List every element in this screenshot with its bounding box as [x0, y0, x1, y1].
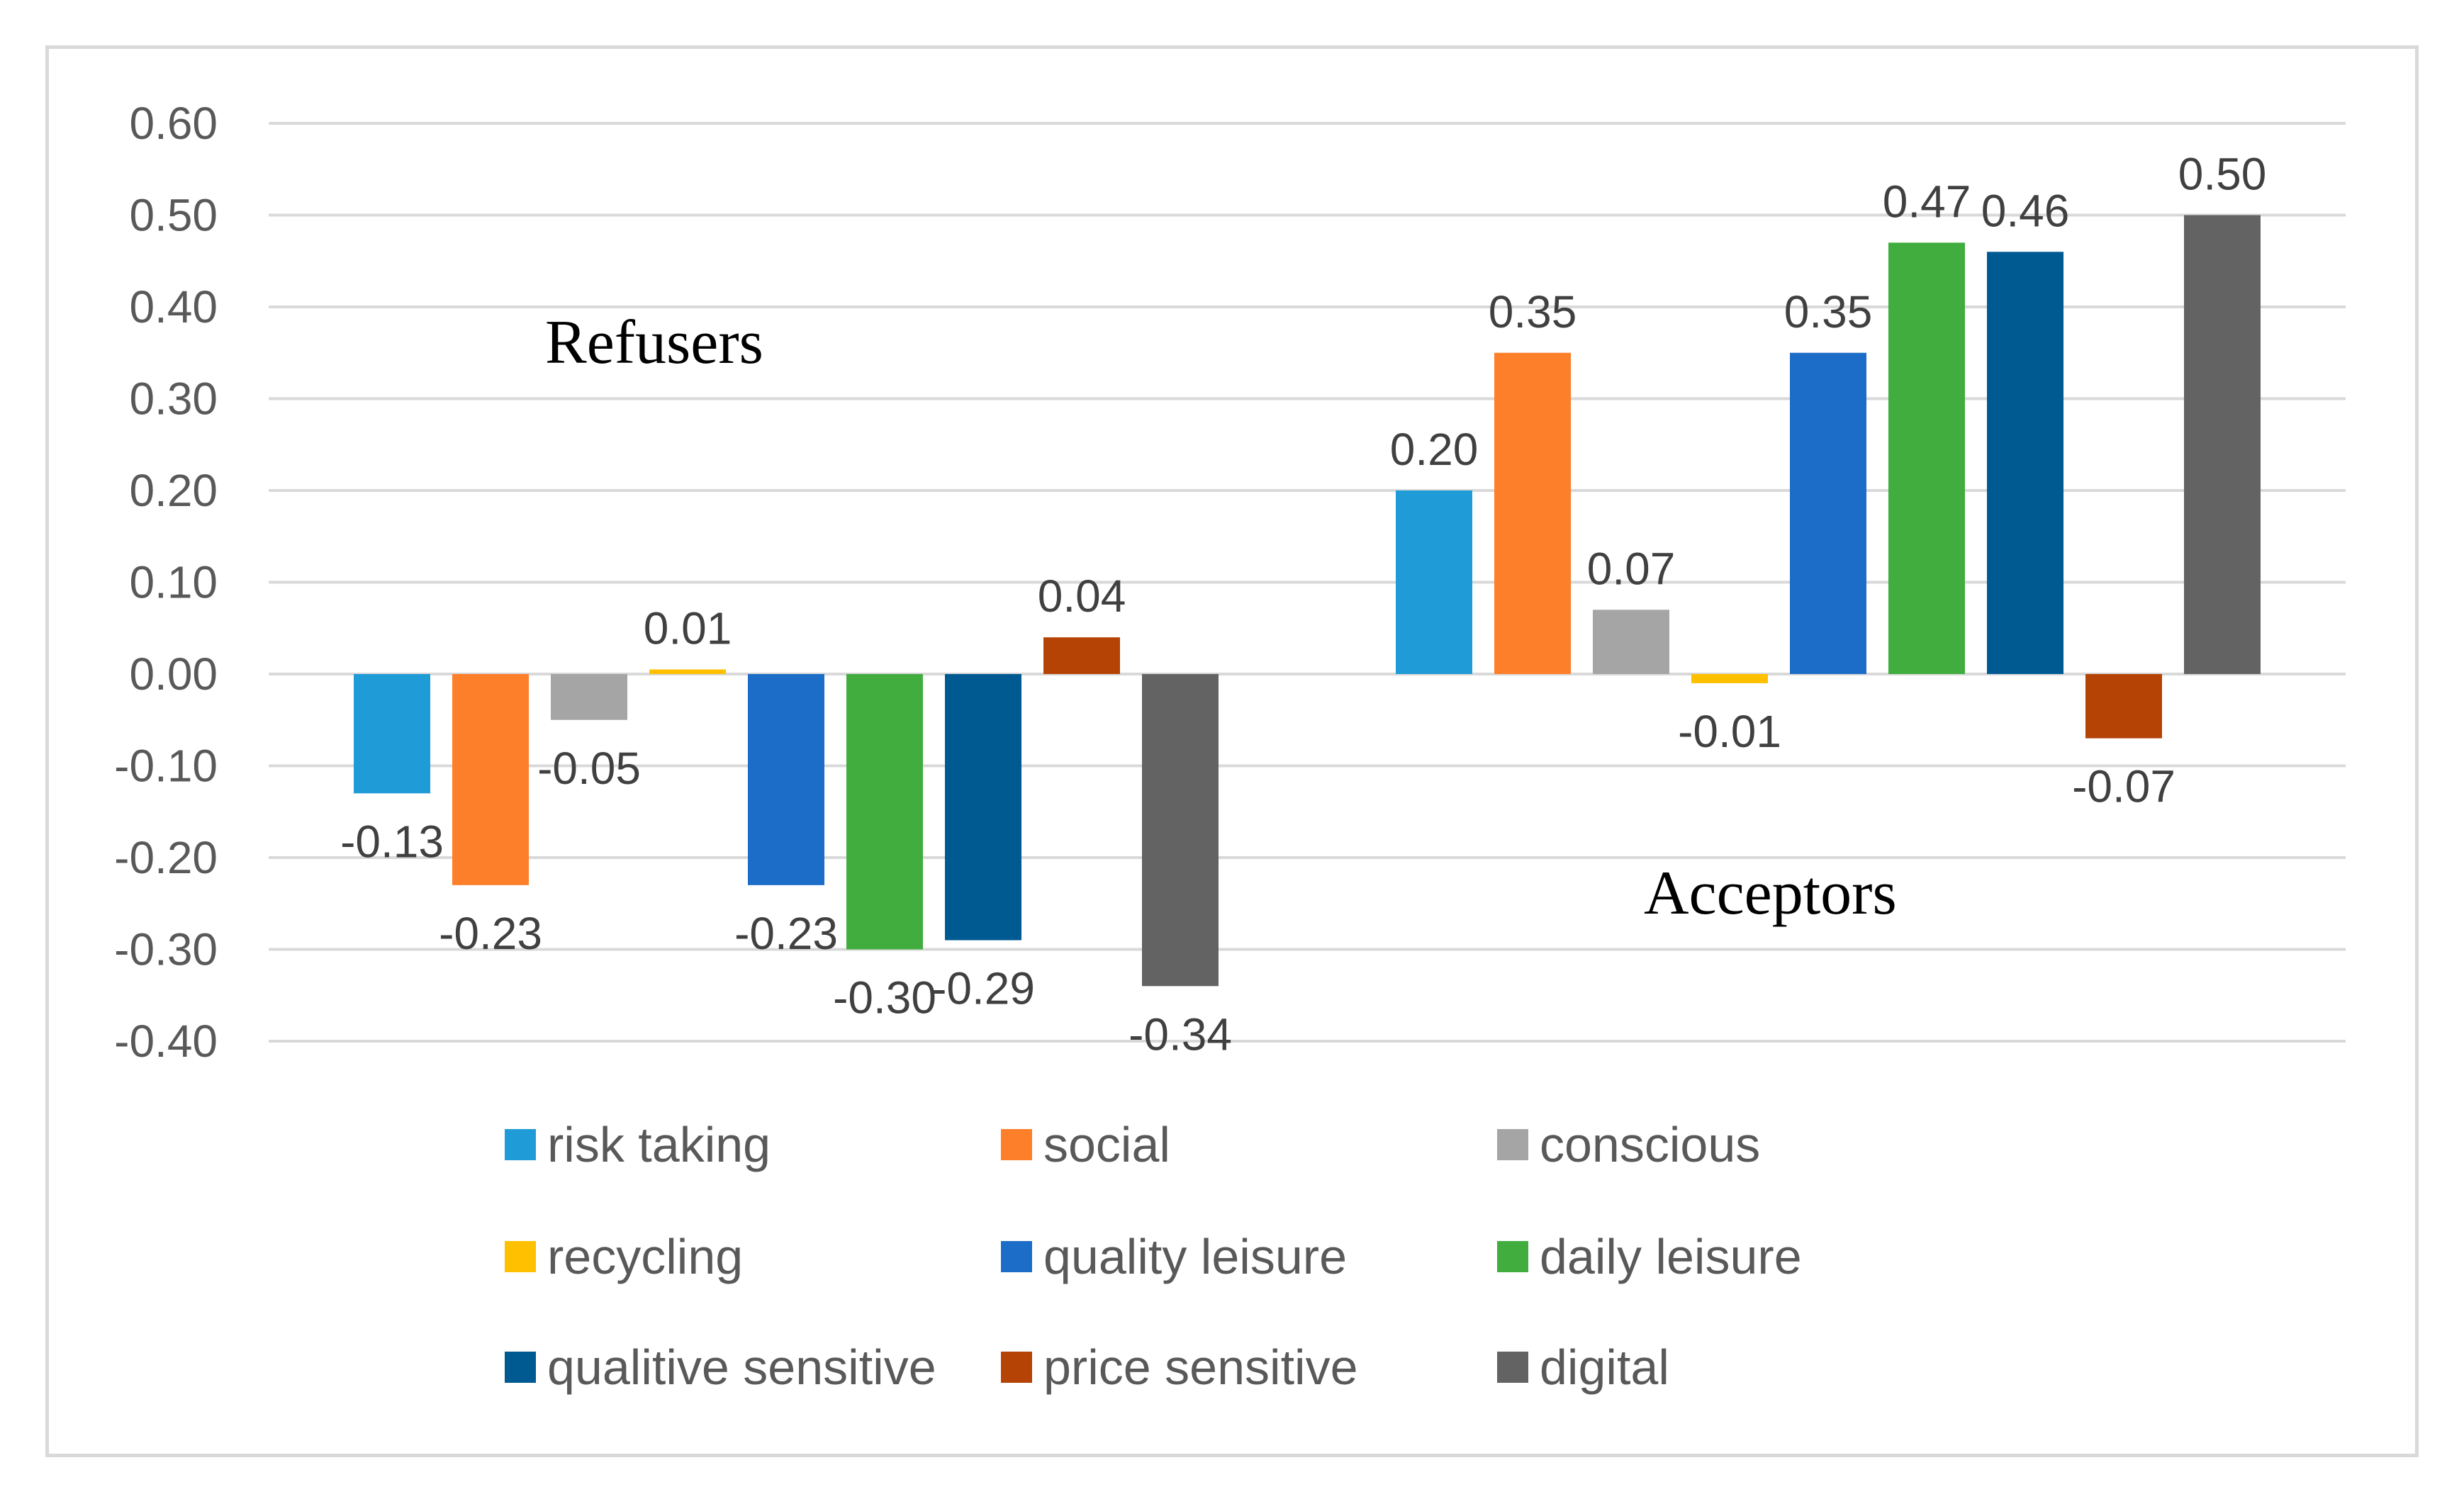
- bar-refusers-digital: [1142, 674, 1219, 987]
- y-tick-label: 0.50: [129, 190, 218, 241]
- legend-swatch: [505, 1241, 536, 1272]
- y-tick-label: 0.20: [129, 465, 218, 516]
- legend-label: daily leisure: [1540, 1229, 1802, 1284]
- legend-label: quality leisure: [1043, 1229, 1347, 1284]
- legend-label: conscious: [1540, 1117, 1761, 1172]
- legend-swatch: [505, 1129, 536, 1160]
- bar-acceptors-price-sensitive: [2085, 674, 2162, 739]
- y-tick-label: -0.20: [114, 832, 218, 883]
- legend-swatch: [1001, 1241, 1032, 1272]
- y-tick-label: -0.30: [114, 924, 218, 975]
- bar-acceptors-recycling: [1691, 674, 1768, 683]
- bar-acceptors-conscious: [1593, 610, 1669, 674]
- legend-item-price-sensitive: price sensitive: [1001, 1335, 1358, 1399]
- legend-swatch: [1001, 1352, 1032, 1383]
- bar-refusers-recycling: [649, 669, 726, 674]
- legend-item-social: social: [1001, 1113, 1170, 1177]
- legend-swatch: [1497, 1241, 1528, 1272]
- bars: [354, 215, 2261, 987]
- y-tick-label: 0.10: [129, 557, 218, 608]
- legend-label: qualitive sensitive: [547, 1340, 936, 1395]
- data-label: 0.50: [2178, 149, 2267, 200]
- y-tick-label: -0.40: [114, 1016, 218, 1067]
- data-label: 0.46: [1981, 185, 2070, 236]
- data-label: -0.23: [439, 908, 542, 959]
- bar-acceptors-daily-leisure: [1888, 242, 1965, 675]
- legend-item-digital: digital: [1497, 1335, 1669, 1399]
- legend-label: recycling: [547, 1229, 744, 1284]
- data-label: -0.13: [340, 816, 444, 867]
- data-label: 0.04: [1038, 571, 1126, 622]
- bar-refusers-risk-taking: [354, 674, 430, 794]
- bar-refusers-conscious: [551, 674, 627, 720]
- bar-chart: 0.60 0.50 0.40 0.30 0.20 0.10 0.00 -0.10 -0.20 -0…: [114, 98, 2346, 1067]
- y-tick-label: 0.30: [129, 374, 218, 425]
- legend-item-quality-leisure: quality leisure: [1001, 1225, 1347, 1289]
- bar-acceptors-digital: [2184, 215, 2261, 674]
- bar-refusers-qualitive-sensitive: [945, 674, 1021, 941]
- data-label: -0.01: [1678, 706, 1781, 757]
- legend-swatch: [505, 1352, 536, 1383]
- bar-refusers-social: [452, 674, 529, 885]
- data-label: -0.23: [734, 908, 838, 959]
- data-label: 0.07: [1587, 543, 1676, 594]
- legend-swatch: [1497, 1352, 1528, 1383]
- legend-label: price sensitive: [1043, 1340, 1358, 1395]
- chart-frame: 0.60 0.50 0.40 0.30 0.20 0.10 0.00 -0.10 -0.20 -0…: [45, 45, 2419, 1457]
- data-label: -0.29: [931, 963, 1035, 1014]
- bar-refusers-quality-leisure: [748, 674, 824, 885]
- legend-item-conscious: conscious: [1497, 1113, 1760, 1177]
- y-tick-label: 0.60: [129, 98, 218, 149]
- bar-refusers-daily-leisure: [846, 674, 923, 950]
- legend-item-recycling: recycling: [505, 1225, 743, 1289]
- group-label-refusers: Refusers: [545, 308, 763, 377]
- legend-label: risk taking: [547, 1117, 771, 1172]
- data-labels: -0.13 0.20 -0.23 0.35 -0.05 0.07 0.01 -0.01 -0.2…: [340, 149, 2266, 1060]
- data-label: -0.30: [833, 972, 936, 1023]
- group-label-acceptors: Acceptors: [1644, 859, 1897, 928]
- legend-item-risk-taking: risk taking: [505, 1113, 771, 1177]
- data-label: 0.20: [1390, 424, 1479, 475]
- data-label: 0.35: [1489, 286, 1577, 337]
- y-tick-label: 0.40: [129, 281, 218, 332]
- y-axis-ticks: 0.60 0.50 0.40 0.30 0.20 0.10 0.00 -0.10 -0.20 -0…: [114, 98, 218, 1067]
- data-label: -0.05: [537, 743, 641, 794]
- legend-item-daily-leisure: daily leisure: [1497, 1225, 1802, 1289]
- bar-acceptors-qualitive-sensitive: [1987, 252, 2063, 674]
- legend-swatch: [1001, 1129, 1032, 1160]
- legend-label: social: [1043, 1117, 1170, 1172]
- data-label: 0.01: [644, 603, 732, 654]
- data-label: 0.35: [1784, 286, 1873, 337]
- legend-swatch: [1497, 1129, 1528, 1160]
- legend-label: digital: [1540, 1340, 1669, 1395]
- bar-acceptors-risk-taking: [1396, 490, 1472, 674]
- data-label: -0.34: [1129, 1009, 1232, 1060]
- bar-acceptors-quality-leisure: [1790, 352, 1866, 674]
- y-tick-label: -0.10: [114, 741, 218, 792]
- bar-acceptors-social: [1494, 352, 1571, 674]
- legend-item-qualitive-sensitive: qualitive sensitive: [505, 1335, 936, 1399]
- y-tick-label: 0.00: [129, 649, 218, 700]
- data-label: -0.07: [2072, 761, 2175, 812]
- data-label: 0.47: [1883, 176, 1971, 227]
- bar-refusers-price-sensitive: [1043, 637, 1120, 674]
